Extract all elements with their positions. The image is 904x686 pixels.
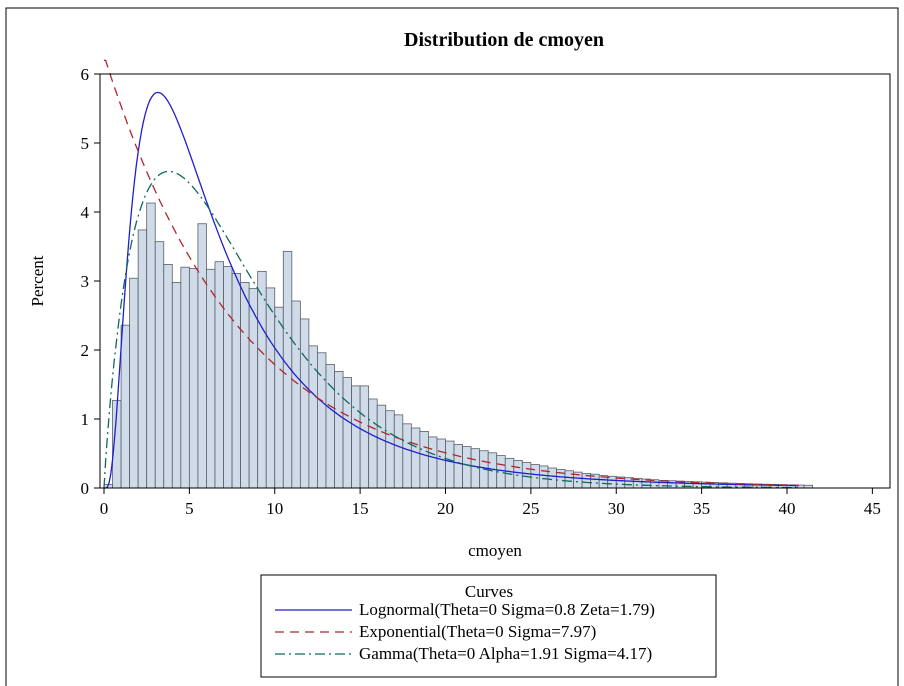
histogram-bar (325, 364, 335, 489)
legend-label-exponential: Exponential(Theta=0 Sigma=7.97) (359, 622, 596, 641)
legend-label-lognormal: Lognormal(Theta=0 Sigma=0.8 Zeta=1.79) (359, 600, 655, 619)
histogram-bar (171, 281, 182, 489)
x-tick-label: 10 (266, 499, 283, 518)
curve-lognormal (104, 91, 799, 489)
curve-gamma (103, 170, 799, 489)
x-tick-label: 5 (185, 499, 194, 518)
histogram-bar (146, 202, 156, 489)
x-tick-label: 20 (437, 499, 454, 518)
legend-title: Curves (465, 582, 513, 601)
legend: Curves Lognormal(Theta=0 Sigma=0.8 Zeta=… (260, 574, 717, 678)
histogram-bar (291, 300, 301, 489)
y-tick-label: 4 (81, 203, 90, 222)
histogram-bar (376, 404, 387, 489)
histogram-bar (257, 270, 267, 489)
y-tick-label: 0 (81, 479, 90, 498)
histogram-bar (419, 431, 429, 489)
histogram-bar (214, 261, 224, 489)
legend-entries: Lognormal(Theta=0 Sigma=0.8 Zeta=1.79) Ex… (275, 600, 655, 663)
histogram-bar (274, 306, 284, 489)
histogram-bar (351, 385, 361, 489)
y-tick-label: 3 (81, 272, 90, 291)
plot-area (99, 59, 891, 489)
histogram-bar (521, 462, 532, 489)
histogram-bar (462, 446, 472, 489)
histogram-bar (299, 318, 310, 489)
x-axis-ticks: 0 5 10 15 20 25 30 35 40 45 (100, 488, 881, 518)
histogram-bar (428, 436, 438, 489)
histogram-bar (188, 268, 199, 489)
histogram-bar (539, 465, 549, 489)
x-tick-label: 40 (779, 499, 796, 518)
y-tick-label: 5 (81, 134, 90, 153)
histogram-bar (129, 277, 139, 489)
histogram-bar (607, 475, 617, 489)
histogram-bar (530, 464, 540, 489)
histogram-bar (180, 266, 190, 489)
histogram-bar (393, 414, 404, 489)
curve-exponential (103, 59, 800, 487)
histogram-bar (402, 423, 412, 489)
histogram-bar (667, 480, 677, 489)
histogram-bar (223, 266, 233, 489)
histogram-bar (231, 273, 241, 489)
histogram-bar (453, 444, 463, 489)
density-curves (103, 59, 800, 489)
histogram-bar (368, 398, 378, 489)
histogram-bar (342, 377, 352, 489)
histogram-bar (120, 324, 131, 489)
histogram-bar (513, 459, 523, 489)
x-tick-label: 15 (352, 499, 369, 518)
y-axis-label: Percent (28, 255, 47, 306)
x-tick-label: 0 (100, 499, 109, 518)
legend-label-gamma: Gamma(Theta=0 Alpha=1.91 Sigma=4.17) (359, 644, 652, 663)
histogram-bar (197, 223, 207, 489)
histogram-bar (137, 229, 148, 489)
histogram-bar (240, 281, 250, 489)
x-tick-label: 45 (864, 499, 881, 518)
histogram-bar (265, 287, 276, 489)
histogram-bar (334, 370, 344, 489)
x-tick-label: 35 (693, 499, 710, 518)
histogram-bars (103, 202, 814, 489)
histogram-bar (359, 385, 370, 489)
histogram-bar (308, 345, 318, 489)
chart-title: Distribution de cmoyen (404, 29, 604, 51)
histogram-bar (564, 470, 574, 489)
histogram-bar (206, 268, 216, 489)
x-axis-label: cmoyen (468, 541, 522, 560)
y-tick-label: 1 (81, 410, 90, 429)
histogram-bar (650, 479, 660, 489)
x-tick-label: 30 (608, 499, 625, 518)
histogram-bar (163, 264, 173, 489)
legend-box (260, 574, 717, 678)
x-tick-label: 25 (522, 499, 539, 518)
histogram-bar (410, 427, 421, 489)
histogram-bar (385, 410, 395, 489)
y-tick-label: 2 (81, 341, 90, 360)
histogram-bar (436, 438, 446, 489)
y-tick-label: 6 (81, 65, 90, 84)
histogram-bar (154, 241, 165, 489)
histogram-bar (445, 440, 455, 489)
y-axis-ticks: 0 1 2 3 4 5 6 (81, 65, 100, 498)
